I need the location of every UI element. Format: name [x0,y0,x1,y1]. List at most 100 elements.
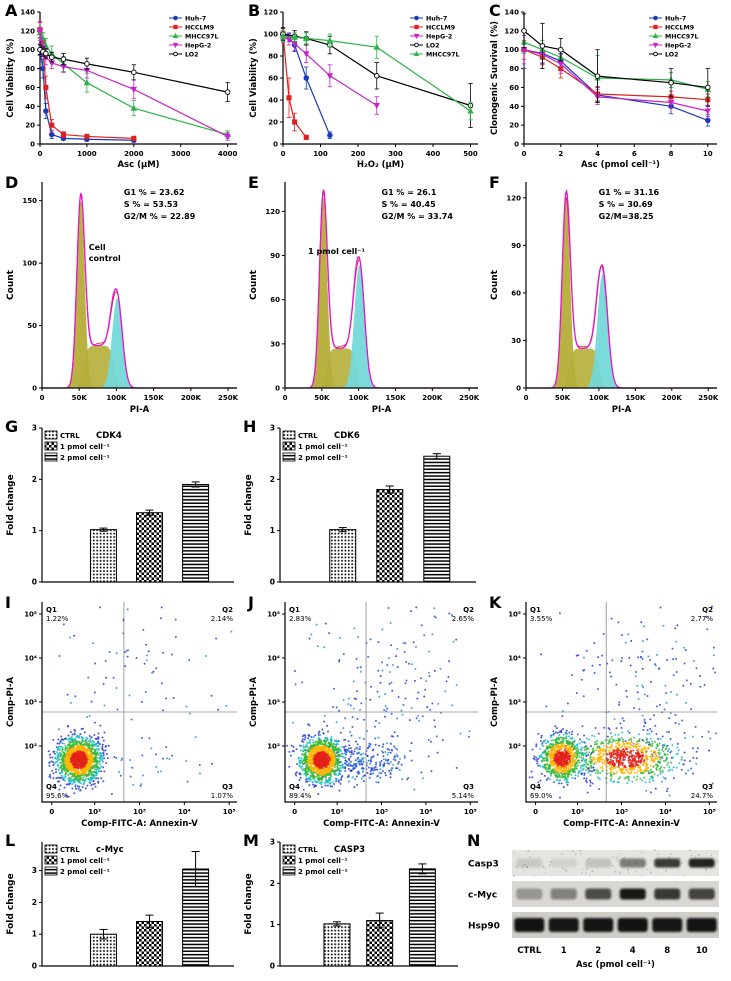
svg-text:100K: 100K [589,394,610,402]
svg-text:8: 8 [669,150,674,158]
svg-text:1 pmol cell⁻¹: 1 pmol cell⁻¹ [308,247,365,256]
svg-text:10²: 10² [88,808,101,816]
svg-text:2.83%: 2.83% [289,615,312,623]
svg-text:MHCC97L: MHCC97L [185,33,219,40]
svg-text:100: 100 [313,150,328,158]
panel-i: I 0 10² 10³ 10⁴ 10⁵ 10² 10³ 10⁴ 10⁵ Comp-FITC-A: … [4,593,247,834]
svg-text:Comp-FITC-A: Annexin-V: Comp-FITC-A: Annexin-V [323,819,440,829]
svg-text:200: 200 [351,150,366,158]
svg-text:CDK6: CDK6 [334,431,360,441]
chart-f-cellcycle-2pmol: 0 50K 100K 150K 200K 250K 0 30 60 90 120 PI-A Count G… [490,182,719,415]
svg-text:120: 120 [20,27,35,35]
svg-text:10²: 10² [24,743,37,751]
svg-text:100: 100 [22,260,37,268]
panel-i-letter: I [5,593,11,612]
svg-text:HCCLM9: HCCLM9 [426,24,455,31]
svg-text:0: 0 [516,385,521,393]
svg-text:Count: Count [249,269,259,300]
svg-text:1.07%: 1.07% [211,792,234,800]
svg-text:140: 140 [504,9,519,17]
svg-text:HepG-2: HepG-2 [665,42,691,49]
svg-text:G1 % = 31.16: G1 % = 31.16 [599,188,660,197]
svg-text:Q1: Q1 [46,606,57,614]
panel-n: N Casp3 c-Myc Hsp90 CTRL 1 2 4 8 10 Asc (pmol cel… [466,831,727,980]
svg-text:100K: 100K [106,394,127,402]
svg-text:500: 500 [463,150,478,158]
svg-text:5.14%: 5.14% [452,792,475,800]
panel-f-letter: F [489,173,500,192]
svg-text:1.22%: 1.22% [46,615,69,623]
svg-text:MHCC97L: MHCC97L [665,33,699,40]
svg-text:G1 % = 23.62: G1 % = 23.62 [124,188,185,197]
panel-c-letter: C [489,1,501,20]
svg-text:0: 0 [292,808,297,816]
panel-a: A 0 1000 2000 3000 4000 0 20 40 60 80 100 120 140 Asc… [4,1,247,172]
svg-text:1: 1 [32,526,37,535]
svg-text:Cell Viability (%): Cell Viability (%) [249,38,259,118]
svg-text:20: 20 [268,119,278,127]
svg-text:250K: 250K [218,394,239,402]
svg-text:250K: 250K [459,394,480,402]
svg-text:100: 100 [20,46,35,54]
panel-j-letter: J [248,593,254,612]
svg-text:Q2: Q2 [222,606,233,614]
svg-text:89.4%: 89.4% [289,792,312,800]
svg-text:50K: 50K [314,394,330,402]
svg-text:150K: 150K [144,394,165,402]
svg-text:80: 80 [509,65,519,73]
svg-text:2: 2 [558,150,563,158]
svg-text:CTRL: CTRL [60,432,80,440]
svg-text:10: 10 [703,150,713,158]
panel-c: C 0 2 4 6 8 10 0 20 40 60 80 100 120 140 Asc (pmol cel… [488,1,727,172]
svg-text:30: 30 [270,340,280,348]
svg-text:PI-A: PI-A [612,405,632,415]
panel-l-letter: L [5,831,16,850]
svg-text:1 pmol cell⁻¹: 1 pmol cell⁻¹ [60,443,110,451]
svg-text:Huh-7: Huh-7 [426,15,447,22]
svg-text:4: 4 [595,150,600,158]
svg-text:PI-A: PI-A [372,405,392,415]
svg-text:80: 80 [25,65,35,73]
svg-text:0: 0 [49,808,54,816]
svg-text:10⁴: 10⁴ [24,655,37,663]
svg-text:0: 0 [32,385,37,393]
svg-text:140: 140 [20,9,35,17]
svg-text:10³: 10³ [133,808,146,816]
panel-k: K 0 10² 10³ 10⁴ 10⁵ 10² 10³ 10⁴ 10⁵ Comp-FITC-A: … [488,593,727,834]
panel-h-letter: H [243,417,257,436]
svg-text:50: 50 [27,322,37,330]
panel-h: H 0 1 2 3 Fold change CTRL 1 pmol cell⁻¹ 2 pmol… [242,417,484,596]
panel-d: D 0 50K 100K 150K 200K 250K 0 50 100 150 PI-A Count… [4,173,247,420]
svg-text:PI-A: PI-A [130,405,150,415]
svg-text:10⁵: 10⁵ [464,808,477,816]
svg-text:MHCC97L: MHCC97L [426,51,460,58]
svg-text:200K: 200K [662,394,683,402]
svg-text:20: 20 [509,122,519,130]
svg-text:10⁵: 10⁵ [223,808,236,816]
panel-m-letter: M [243,831,259,850]
svg-text:0: 0 [275,385,280,393]
svg-text:120: 120 [504,27,519,35]
svg-text:60: 60 [270,296,280,304]
svg-text:CDK4: CDK4 [96,431,122,441]
svg-text:0: 0 [40,394,45,402]
svg-text:Cell: Cell [89,243,106,252]
svg-text:Fold change: Fold change [244,474,254,535]
svg-text:100: 100 [504,46,519,54]
svg-text:120: 120 [263,9,278,17]
svg-text:10⁴: 10⁴ [419,808,432,816]
svg-text:Comp-PI-A: Comp-PI-A [6,677,16,727]
svg-text:60: 60 [511,289,521,297]
chart-e-cellcycle-1pmol: 0 50K 100K 150K 200K 250K 0 30 60 90 120 PI-A Count G… [249,182,480,415]
svg-text:150: 150 [22,197,37,205]
svg-text:Huh-7: Huh-7 [665,15,686,22]
svg-text:150K: 150K [625,394,646,402]
svg-text:3: 3 [270,424,275,433]
svg-text:0: 0 [270,578,275,587]
svg-text:2: 2 [270,475,275,484]
svg-text:2: 2 [32,475,37,484]
svg-text:Fold change: Fold change [6,474,16,535]
